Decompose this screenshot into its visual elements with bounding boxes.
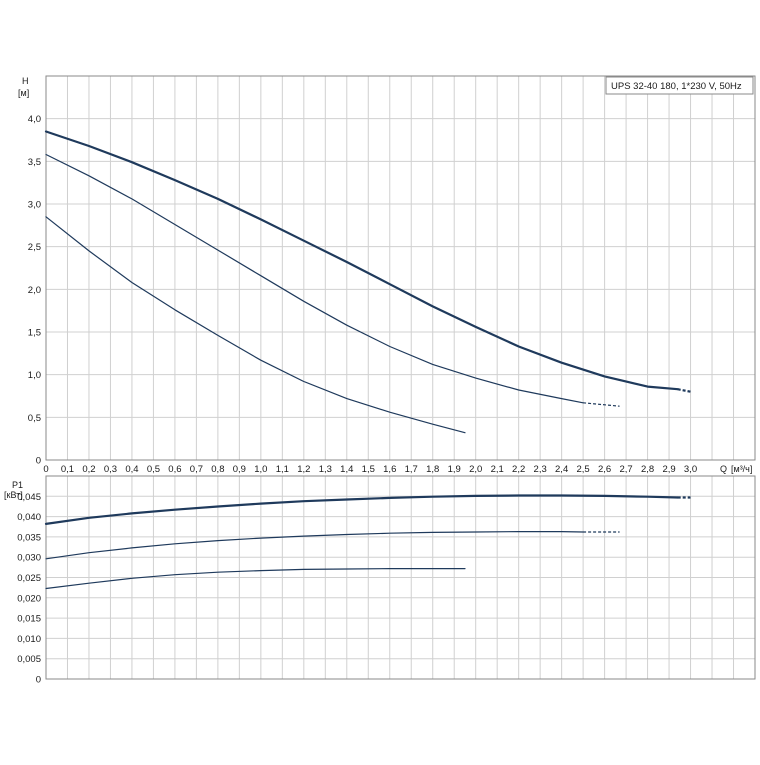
qh-x-tick-label: 1,6 bbox=[383, 464, 396, 475]
qh-y-tick-label: 1,5 bbox=[28, 328, 41, 339]
legend: UPS 32-40 180, 1*230 V, 50Hz bbox=[605, 76, 754, 95]
qh-y-tick-label: 2,5 bbox=[28, 242, 41, 253]
qh-curve-speed-3 bbox=[44, 130, 679, 391]
qh-curve-speed-2-extension bbox=[583, 402, 620, 407]
p1-y-tick-label: 0,040 bbox=[17, 512, 41, 523]
power-chart: 0 0,005 0,010 0,015 0,020 0,025 0,030 0,035 0,04… bbox=[4, 475, 756, 686]
legend-box bbox=[605, 76, 754, 95]
p1-curve-speed-3 bbox=[44, 494, 679, 526]
p1-curve-speed-1 bbox=[45, 567, 466, 590]
qh-x-tick-label: 1,8 bbox=[426, 464, 439, 475]
qh-x-tick-label: 0,4 bbox=[125, 464, 138, 475]
qh-x-tick-label: 0,5 bbox=[147, 464, 160, 475]
p1-y-tick-label: 0,045 bbox=[17, 492, 41, 503]
p1-y-tick-label: 0,005 bbox=[17, 654, 41, 665]
qh-y-tick-label: 1,0 bbox=[28, 370, 41, 381]
legend-text: UPS 32-40 180, 1*230 V, 50Hz bbox=[611, 81, 742, 92]
qh-curve-speed-1 bbox=[45, 216, 466, 434]
qh-x-tick-label: 0,1 bbox=[61, 464, 74, 475]
qh-x-tick-label: 1,1 bbox=[276, 464, 289, 475]
qh-y-ticks: 0 0,5 1,0 1,5 2,0 2,5 3,0 3,5 4,0 bbox=[28, 114, 41, 466]
p1-grid bbox=[46, 476, 755, 679]
qh-x-tick-label: 2,3 bbox=[534, 464, 547, 475]
qh-y-axis-label: H bbox=[22, 76, 29, 86]
qh-y-tick-label: 3,0 bbox=[28, 200, 41, 211]
qh-x-axis-label: Q bbox=[720, 464, 727, 474]
qh-x-tick-label: 2,1 bbox=[491, 464, 504, 475]
qh-x-tick-label: 0,3 bbox=[104, 464, 117, 475]
qh-x-tick-label: 2,7 bbox=[619, 464, 632, 475]
p1-y-tick-label: 0,035 bbox=[17, 532, 41, 543]
qh-x-tick-label: 0,7 bbox=[190, 464, 203, 475]
p1-y-tick-label: 0,030 bbox=[17, 553, 41, 564]
qh-x-tick-label: 2,4 bbox=[555, 464, 568, 475]
p1-plot-frame bbox=[45, 475, 756, 680]
p1-y-ticks: 0 0,005 0,010 0,015 0,020 0,025 0,030 0,035 0,04… bbox=[17, 492, 41, 686]
qh-y-tick-label: 3,5 bbox=[28, 157, 41, 168]
p1-curves bbox=[44, 494, 691, 590]
p1-curve-speed-2 bbox=[45, 530, 584, 560]
qh-x-tick-label: 1,5 bbox=[362, 464, 375, 475]
p1-y-tick-label: 0,020 bbox=[17, 593, 41, 604]
qh-x-tick-label: 1,4 bbox=[340, 464, 353, 475]
qh-x-tick-label: 1,3 bbox=[319, 464, 332, 475]
qh-y-tick-label: 2,0 bbox=[28, 285, 41, 296]
qh-x-tick-label: 1,7 bbox=[405, 464, 418, 475]
qh-x-tick-label: 2,0 bbox=[469, 464, 482, 475]
qh-y-axis-unit: [м] bbox=[18, 88, 29, 98]
qh-x-tick-label: 3,0 bbox=[684, 464, 697, 475]
qh-x-ticks: 0 0,1 0,2 0,3 0,4 0,5 0,6 0,7 0,8 0,9 1,0 1,1 1,2 1,3… bbox=[43, 464, 697, 475]
qh-curve-speed-3-extension bbox=[677, 388, 691, 393]
qh-x-tick-label: 1,0 bbox=[254, 464, 267, 475]
qh-y-tick-label: 4,0 bbox=[28, 114, 41, 125]
p1-y-tick-label: 0,025 bbox=[17, 573, 41, 584]
qh-y-tick-label: 0,5 bbox=[28, 413, 41, 424]
qh-x-tick-label: 1,9 bbox=[448, 464, 461, 475]
qh-x-tick-label: 2,5 bbox=[577, 464, 590, 475]
qh-grid bbox=[46, 76, 755, 460]
qh-chart: 00,51,01,52,02,53,03,54,0 0 0,1 0,2 0,3 0,4 0… bbox=[18, 75, 756, 475]
qh-x-tick-label: 2,2 bbox=[512, 464, 525, 475]
qh-y-tick-label: 0 bbox=[36, 456, 41, 467]
qh-plot-frame bbox=[45, 75, 756, 461]
qh-x-tick-label: 0,8 bbox=[211, 464, 224, 475]
qh-curve-speed-2 bbox=[45, 153, 584, 404]
p1-y-tick-label: 0 bbox=[36, 675, 41, 686]
qh-x-tick-label: 2,6 bbox=[598, 464, 611, 475]
qh-x-tick-label: 2,8 bbox=[641, 464, 654, 475]
qh-x-tick-label: 0,9 bbox=[233, 464, 246, 475]
p1-y-tick-label: 0,015 bbox=[17, 614, 41, 625]
qh-x-tick-label: 0 bbox=[43, 464, 48, 475]
qh-x-tick-label: 0,2 bbox=[82, 464, 95, 475]
p1-y-tick-label: 0,010 bbox=[17, 634, 41, 645]
qh-x-tick-label: 1,2 bbox=[297, 464, 310, 475]
qh-x-axis-unit: [м³/ч] bbox=[731, 464, 752, 474]
qh-x-tick-label: 0,6 bbox=[168, 464, 181, 475]
qh-x-tick-label: 2,9 bbox=[662, 464, 675, 475]
p1-y-axis-unit: [кВт] bbox=[4, 490, 23, 500]
p1-y-axis-label: P1 bbox=[12, 480, 23, 490]
qh-curves bbox=[44, 130, 691, 434]
